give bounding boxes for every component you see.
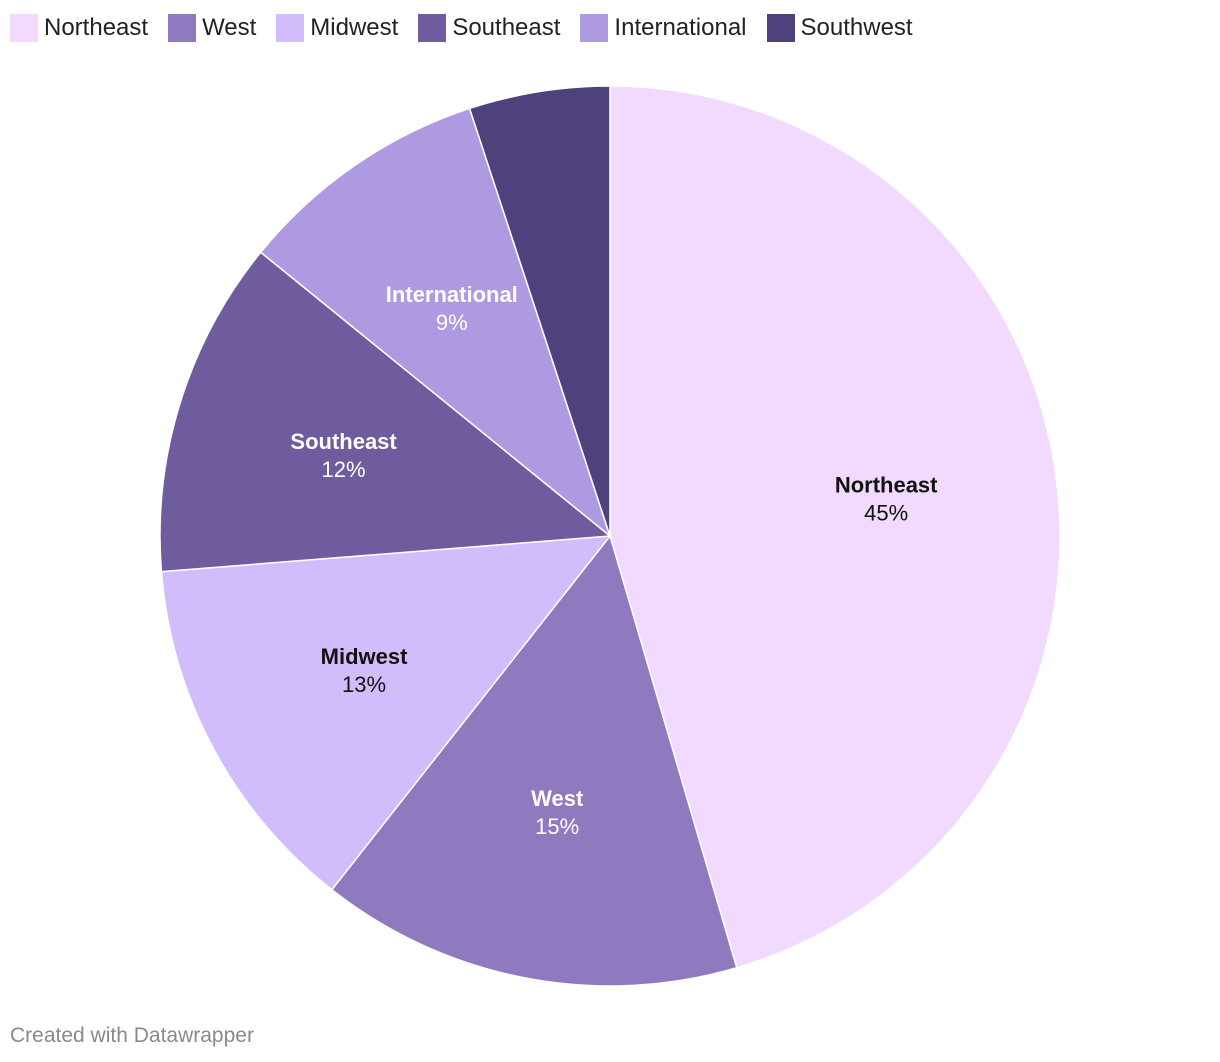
slice-label-value: 13% [342, 672, 386, 697]
legend-item-southeast: Southeast [418, 12, 560, 44]
slice-label-value: 15% [535, 814, 579, 839]
legend-swatch [276, 14, 305, 42]
slice-label-value: 12% [322, 457, 366, 482]
slice-midwest [160, 535, 612, 891]
slice-label-name: International [386, 282, 518, 307]
legend-swatch [418, 14, 447, 42]
slice-label-value: 45% [864, 500, 908, 525]
legend-label: Northeast [44, 14, 149, 41]
slice-label-value: 9% [436, 310, 468, 335]
legend-swatch [766, 14, 795, 42]
pie-labels: Northeast 45% West 15% Midwest 13% Southeast 12… [290, 282, 938, 839]
legend-swatch [580, 14, 609, 42]
legend-label: Southwest [800, 14, 913, 41]
slice-northeast [609, 85, 1061, 969]
legend-item-northeast: Northeast [10, 12, 148, 44]
footer-credit: Created with Datawrapper [10, 1024, 254, 1047]
legend-label: International [614, 14, 747, 41]
legend-label: West [202, 14, 257, 41]
slice-southwest [468, 85, 611, 537]
legend-swatch [10, 14, 38, 42]
legend-label: Midwest [310, 14, 399, 41]
legend-label: Southeast [452, 14, 561, 41]
slice-international [259, 107, 612, 539]
legend-item-midwest: Midwest [276, 12, 398, 44]
slice-southeast [159, 251, 612, 573]
legend-item-southwest: Southwest [766, 12, 913, 44]
chart-legend: Northeast West Midwest Southeast Internation… [10, 12, 933, 44]
pie-slices [159, 85, 1061, 987]
legend-swatch [168, 14, 197, 42]
slice-label-name: Midwest [321, 644, 408, 669]
slice-west [330, 534, 738, 987]
slice-label-name: West [531, 786, 584, 811]
legend-item-west: West [168, 12, 256, 44]
slice-label-name: Northeast [835, 472, 938, 497]
legend-item-international: International [580, 12, 747, 44]
slice-label-name: Southeast [290, 429, 397, 454]
